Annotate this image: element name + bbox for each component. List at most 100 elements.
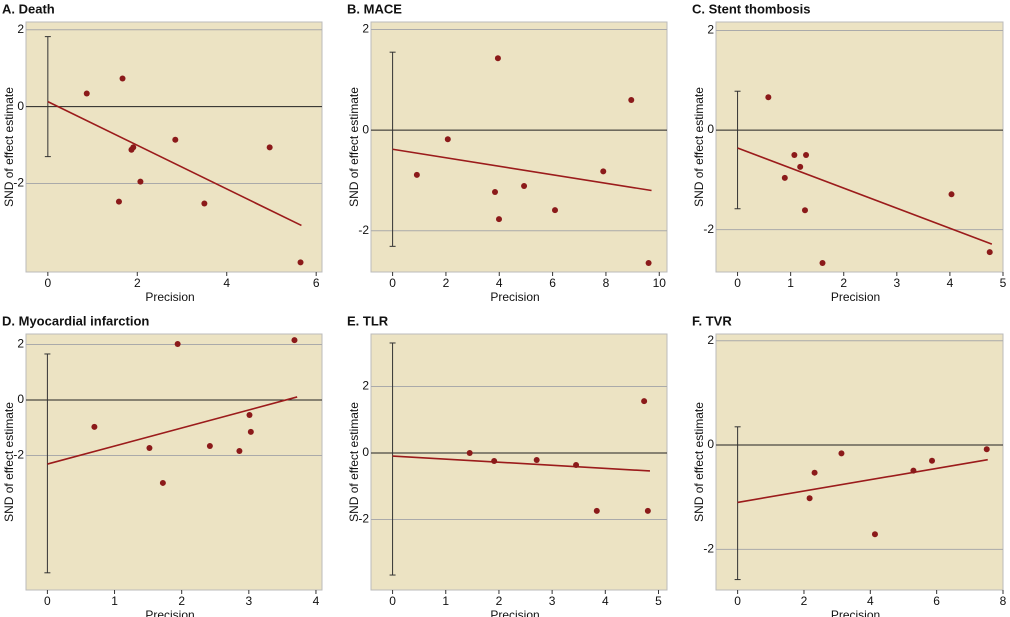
panel: A. Death SND of effect estimate Precision -… <box>2 1 323 304</box>
x-tick-label: 0 <box>734 594 741 608</box>
x-tick-label: 1 <box>787 276 794 290</box>
x-tick-label: 4 <box>947 276 954 290</box>
data-point <box>413 171 420 178</box>
x-axis-label: Precision <box>145 290 194 304</box>
data-point <box>119 75 126 82</box>
data-point <box>645 259 652 266</box>
data-point <box>910 467 917 474</box>
x-tick-label: 2 <box>496 594 503 608</box>
data-point <box>983 446 990 453</box>
data-point <box>765 94 772 101</box>
x-tick-label: 6 <box>313 276 320 290</box>
plot-background <box>25 21 323 273</box>
panel: C. Stent thombosis SND of effect estimate… <box>692 1 1007 304</box>
panel: D. Myocardial infarction SND of effect es… <box>2 313 323 617</box>
y-tick-label: 0 <box>707 437 714 451</box>
data-point <box>781 174 788 181</box>
data-point <box>797 163 804 170</box>
data-point <box>593 507 600 514</box>
x-axis-label: Precision <box>145 608 194 617</box>
y-tick-label: -2 <box>13 448 24 462</box>
data-point <box>291 337 298 344</box>
x-tick-label: 5 <box>1000 276 1007 290</box>
x-axis-label: Precision <box>831 608 880 617</box>
data-point <box>533 457 540 464</box>
y-tick-label: -2 <box>703 222 714 236</box>
y-tick-label: 0 <box>362 122 369 136</box>
fit-line <box>392 455 651 472</box>
x-tick-label: 0 <box>389 594 396 608</box>
data-point <box>948 191 955 198</box>
plot-background <box>370 333 668 591</box>
y-tick-label: -2 <box>358 223 369 237</box>
data-point <box>115 198 122 205</box>
plot-background <box>715 21 1004 273</box>
data-point <box>628 96 635 103</box>
x-tick-label: 3 <box>245 594 252 608</box>
y-tick-label: -2 <box>703 542 714 556</box>
y-tick-label: 2 <box>707 333 714 347</box>
data-point <box>247 428 254 435</box>
data-point <box>91 423 98 430</box>
data-point <box>201 200 208 207</box>
data-point <box>803 151 810 158</box>
data-point <box>246 411 253 418</box>
x-tick-label: 10 <box>653 276 667 290</box>
y-tick-label: -2 <box>13 176 24 190</box>
panel: B. MACE SND of effect estimate Precision -2… <box>347 1 668 304</box>
plot-background <box>25 333 323 591</box>
data-point <box>600 168 607 175</box>
x-tick-label: 0 <box>44 594 51 608</box>
data-point <box>83 90 90 97</box>
data-point <box>146 444 153 451</box>
x-tick-label: 0 <box>734 276 741 290</box>
data-point <box>174 340 181 347</box>
data-point <box>986 249 993 256</box>
data-point <box>206 443 213 450</box>
x-axis-label: Precision <box>490 290 539 304</box>
x-tick-label: 2 <box>443 276 450 290</box>
fit-line <box>737 458 988 504</box>
panel: E. TLR SND of effect estimate Precision -2 0… <box>347 313 668 617</box>
y-tick-label: 2 <box>362 22 369 36</box>
data-point <box>552 207 558 214</box>
y-tick-label: 2 <box>17 337 24 351</box>
x-tick-label: 4 <box>602 594 609 608</box>
data-point <box>929 457 936 464</box>
x-tick-label: 3 <box>893 276 900 290</box>
fit-line <box>47 396 298 465</box>
data-point <box>130 144 137 151</box>
y-axis-label: SND of effect estimate <box>692 402 706 522</box>
fit-line <box>392 148 652 192</box>
x-tick-label: 2 <box>801 594 808 608</box>
x-tick-label: 2 <box>178 594 185 608</box>
panel-title: C. Stent thombosis <box>692 1 810 16</box>
y-tick-label: 0 <box>707 122 714 136</box>
data-point <box>806 495 813 502</box>
y-tick-label: 2 <box>17 22 24 36</box>
x-tick-label: 6 <box>549 276 556 290</box>
x-tick-label: 6 <box>933 594 940 608</box>
y-tick-label: 2 <box>362 379 369 393</box>
panel-title: A. Death <box>2 1 55 16</box>
data-point <box>573 461 580 468</box>
x-tick-label: 4 <box>313 594 320 608</box>
y-axis-label: SND of effect estimate <box>347 402 361 522</box>
x-tick-label: 1 <box>111 594 118 608</box>
x-tick-label: 3 <box>549 594 556 608</box>
y-axis-label: SND of effect estimate <box>2 402 16 522</box>
data-point <box>838 450 845 457</box>
data-point <box>801 207 808 214</box>
y-tick-label: 2 <box>707 23 714 37</box>
y-tick-label: -2 <box>358 512 369 526</box>
x-tick-label: 4 <box>867 594 874 608</box>
x-tick-label: 0 <box>389 276 396 290</box>
y-axis-label: SND of effect estimate <box>2 87 16 207</box>
data-point <box>137 178 144 185</box>
panel: F. TVR SND of effect estimate Precision -2 0… <box>692 313 1007 617</box>
data-point <box>297 259 304 266</box>
y-tick-label: 0 <box>362 445 369 459</box>
fit-line <box>737 147 993 245</box>
x-tick-label: 8 <box>603 276 610 290</box>
